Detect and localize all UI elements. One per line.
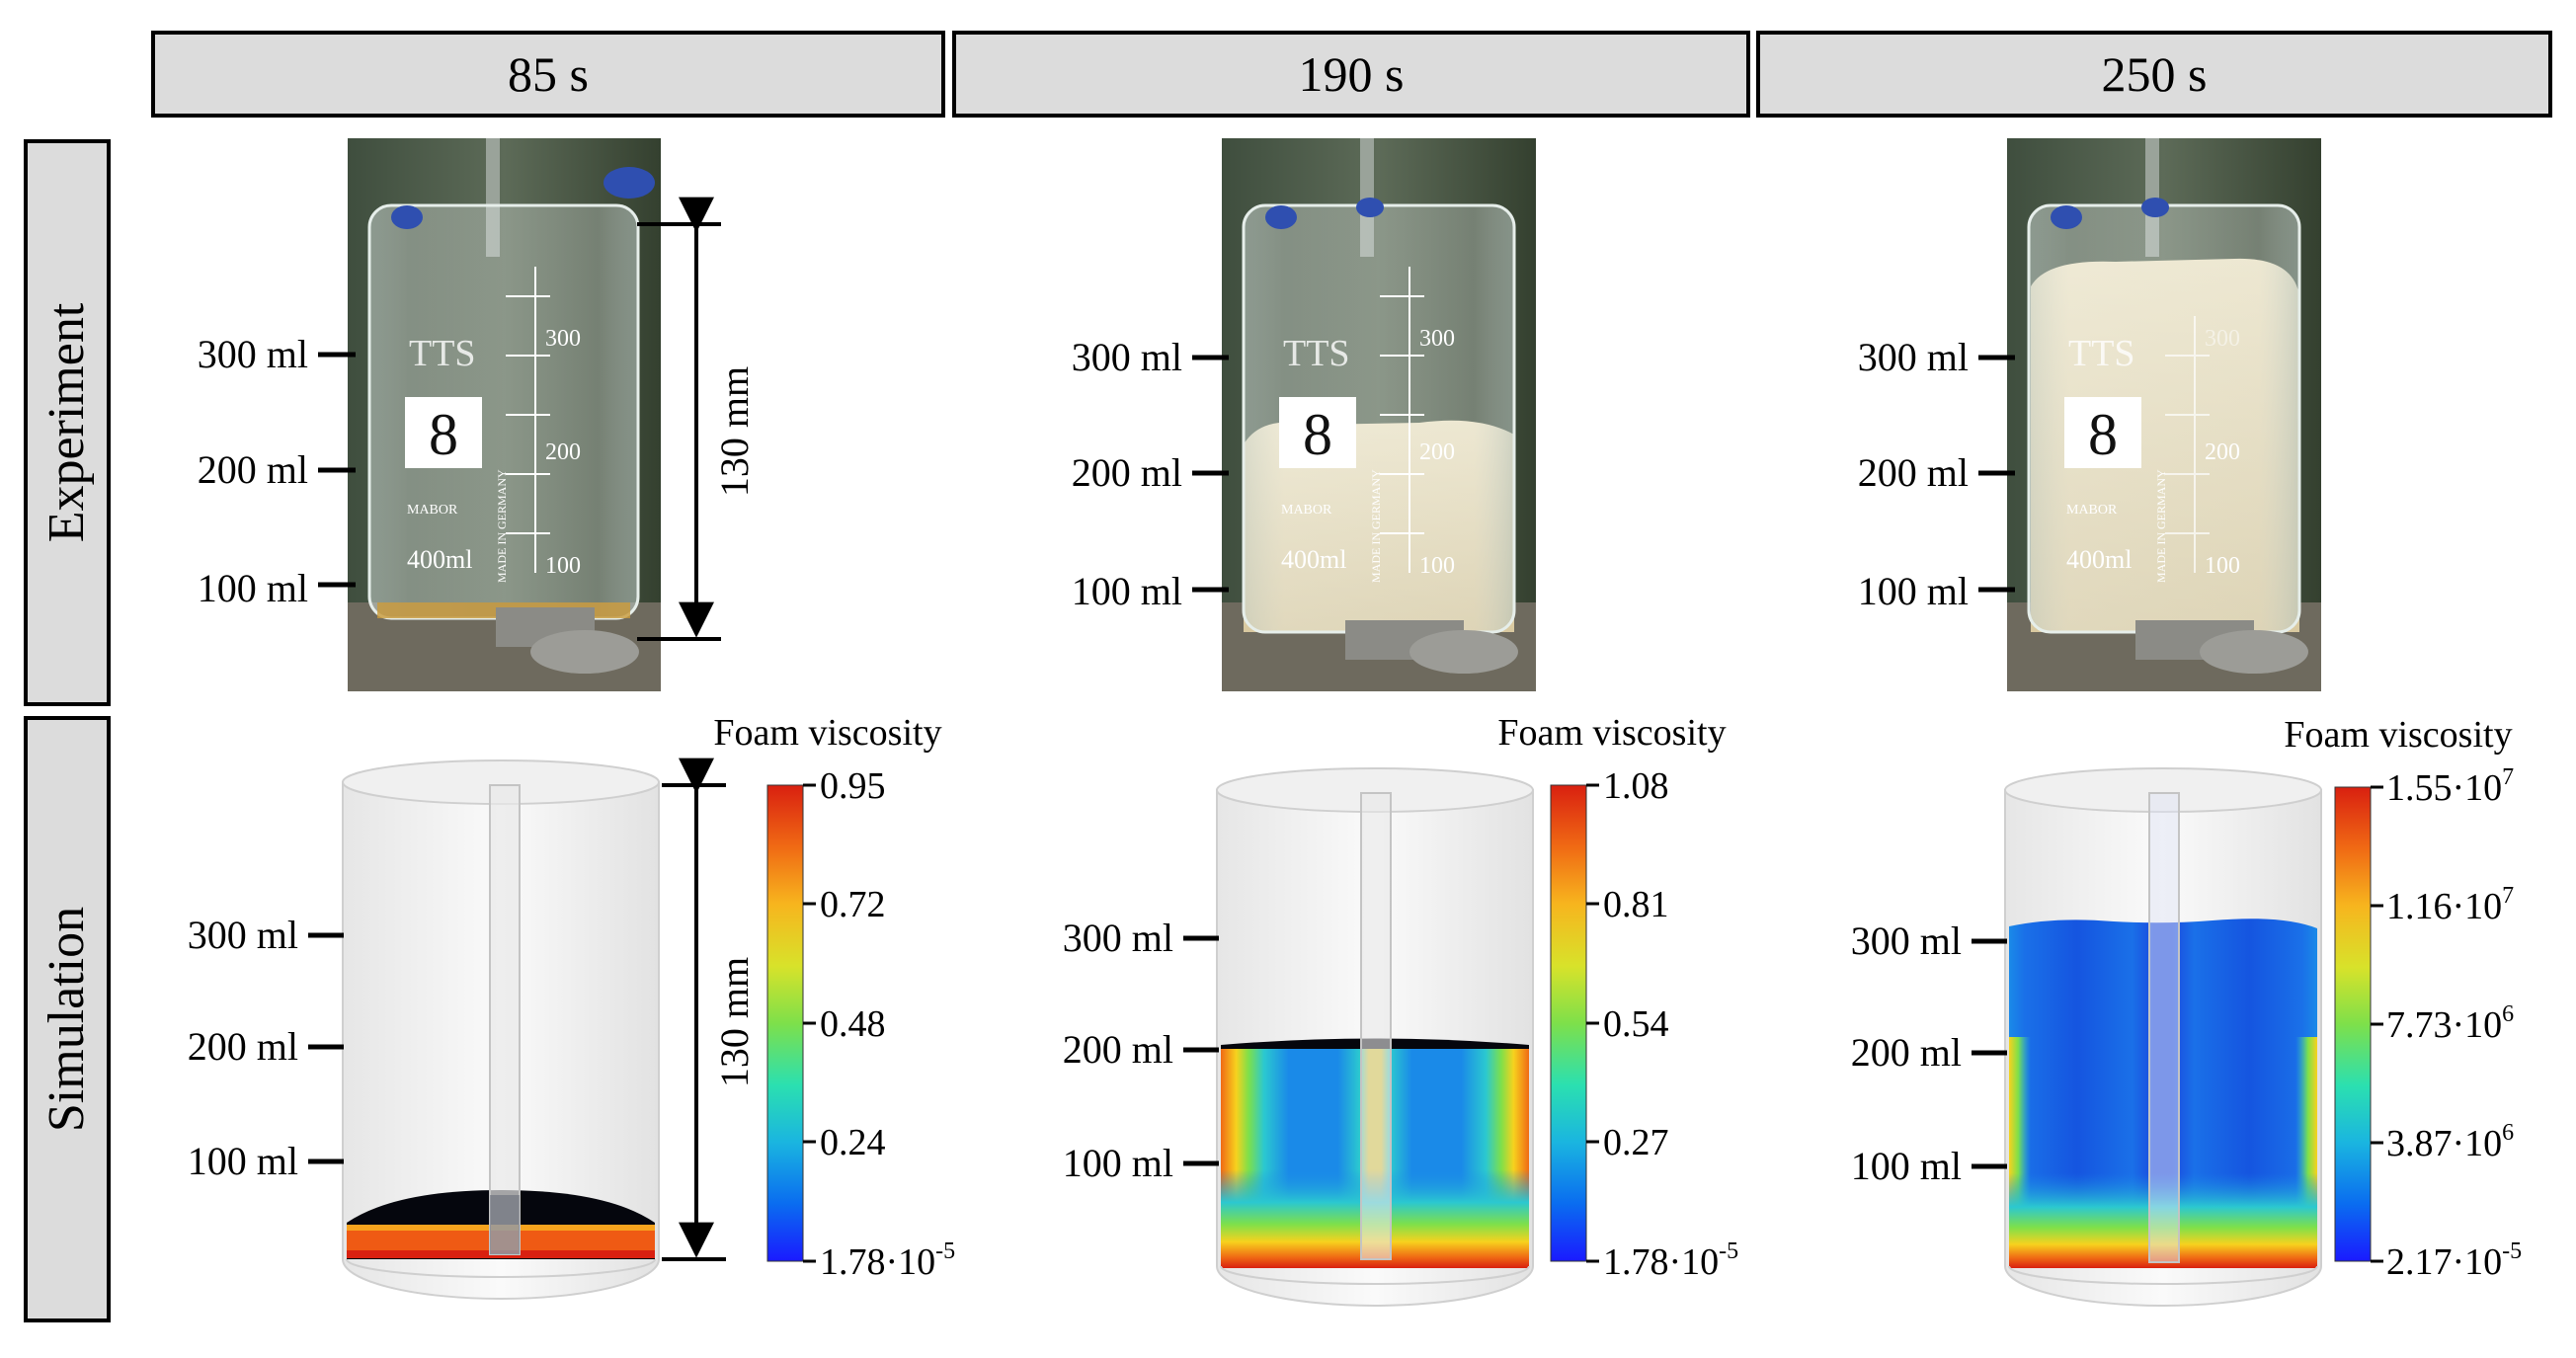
colorbar-tick-0-250s: 1.55·107: [2386, 764, 2514, 809]
level-label-100-exp-85s: 100 ml: [198, 566, 308, 610]
beaker-graduation-190s: [1380, 267, 1424, 573]
stirrer-shaft-250s: [2148, 792, 2180, 1263]
colorbar-tick-2-85s: 0.48: [820, 1003, 886, 1045]
level-label-300-exp-85s: 300 ml: [198, 332, 308, 376]
beaker-fine-print-85s: MADE IN GERMANY: [495, 469, 509, 583]
colorbar-250s: Foam viscosity 1.55·107 1.16·107 7.73·10…: [2284, 714, 2522, 1283]
level-label-300-sim-85s: 300 ml: [188, 913, 298, 957]
level-label-100-sim-250s: 100 ml: [1851, 1144, 1962, 1188]
level-label-200-sim-190s: 200 ml: [1063, 1027, 1173, 1072]
colorbar-190s: Foam viscosity 1.08 0.81 0.54 0.27 1.78·…: [1497, 712, 1738, 1283]
beaker-mark-100-85s: 100: [545, 553, 581, 579]
stirrer-shaft-85s: [489, 784, 521, 1255]
colorbar-tick-3-85s: 0.24: [820, 1122, 886, 1163]
beaker-logo-85s: TTS: [409, 333, 476, 374]
level-label-200-sim-85s: 200 ml: [188, 1024, 298, 1069]
beaker-mark-100-190s: 100: [1419, 553, 1455, 579]
header-label-190s: 190 s: [1299, 46, 1405, 102]
experiment-photo-85s: 300 200 100 TTS 8 MABOR 400ml MADE IN GE…: [348, 138, 661, 691]
beaker-brand-190s: MABOR: [1281, 503, 1332, 518]
colorbar-tick-2-250s: 7.73·106: [2386, 1001, 2514, 1046]
simulation-cylinder-190s: [1216, 767, 1534, 1307]
level-label-100-sim-85s: 100 ml: [188, 1139, 298, 1183]
column-headers: 85 s 190 s 250 s: [151, 31, 2552, 118]
beaker-label-250s: 8: [2088, 402, 2118, 467]
row-label-simulation: Simulation: [39, 907, 95, 1132]
beaker-mark-300-85s: 300: [545, 326, 581, 352]
beaker-fine-print-250s: MADE IN GERMANY: [2154, 469, 2168, 583]
simulation-dimension-85s: 130 mm: [662, 758, 757, 1261]
beaker-mark-100-250s: 100: [2205, 553, 2240, 579]
simulation-levels-190s: 300 ml 200 ml 100 ml: [1063, 916, 1219, 1185]
beaker-capacity-250s: 400ml: [2066, 545, 2132, 574]
level-label-100-exp-190s: 100 ml: [1072, 569, 1182, 613]
level-label-200-exp-250s: 200 ml: [1858, 450, 1969, 495]
header-box-250s: [1756, 31, 2552, 118]
beaker-mark-200-190s: 200: [1419, 439, 1455, 465]
header-box-85s: [151, 31, 945, 118]
colorbar-title-85s: Foam viscosity: [713, 712, 941, 754]
colorbar-tick-0-190s: 1.08: [1603, 765, 1669, 807]
header-label-250s: 250 s: [2102, 46, 2208, 102]
level-label-200-sim-250s: 200 ml: [1851, 1030, 1962, 1075]
beaker-graduation-85s: [506, 267, 550, 573]
beaker-graduation-250s: [2165, 316, 2210, 573]
colorbar-tick-1-190s: 0.81: [1603, 884, 1669, 925]
colorbar-title-250s: Foam viscosity: [2284, 714, 2512, 756]
colorbar-85s: Foam viscosity 0.95 0.72 0.48 0.24 1.78·…: [713, 712, 955, 1283]
dimension-label-exp: 130 mm: [712, 366, 757, 497]
beaker-logo-190s: TTS: [1283, 333, 1350, 374]
colorbar-tick-min-190s: 1.78·10-5: [1603, 1238, 1738, 1283]
colorbar-title-190s: Foam viscosity: [1497, 712, 1726, 754]
level-label-300-sim-250s: 300 ml: [1851, 919, 1962, 963]
dimension-label-sim: 130 mm: [712, 957, 757, 1087]
beaker-capacity-190s: 400ml: [1281, 545, 1346, 574]
level-label-300-exp-250s: 300 ml: [1858, 335, 1969, 379]
level-label-200-exp-190s: 200 ml: [1072, 450, 1182, 495]
simulation-cylinder-250s: [2004, 767, 2322, 1307]
beaker-mark-200-250s: 200: [2205, 439, 2240, 465]
level-label-100-exp-250s: 100 ml: [1858, 569, 1969, 613]
beaker-label-190s: 8: [1303, 402, 1332, 467]
beaker-label-85s: 8: [429, 402, 458, 467]
colorbar-tick-1-250s: 1.16·107: [2386, 883, 2514, 927]
simulation-levels-85s: 300 ml 200 ml 100 ml: [188, 913, 344, 1183]
simulation-levels-250s: 300 ml 200 ml 100 ml: [1851, 919, 2007, 1188]
colorbar-tick-3-190s: 0.27: [1603, 1122, 1669, 1163]
row-box-simulation: [24, 716, 111, 1322]
header-box-190s: [952, 31, 1750, 118]
experiment-levels-250s: 300 ml 200 ml 100 ml: [1858, 335, 2015, 613]
level-label-200-exp-85s: 200 ml: [198, 447, 308, 492]
level-label-300-sim-190s: 300 ml: [1063, 916, 1173, 960]
level-label-100-sim-190s: 100 ml: [1063, 1141, 1173, 1185]
row-label-experiment: Experiment: [39, 302, 95, 542]
beaker-brand-250s: MABOR: [2066, 503, 2118, 518]
simulation-cylinder-85s: [342, 759, 660, 1300]
beaker-brand-85s: MABOR: [407, 503, 458, 518]
level-label-300-exp-190s: 300 ml: [1072, 335, 1182, 379]
colorbar-tick-1-85s: 0.72: [820, 884, 886, 925]
experiment-dimension-85s: 130 mm: [637, 197, 757, 641]
beaker-fine-print-190s: MADE IN GERMANY: [1369, 469, 1383, 583]
beaker-capacity-85s: 400ml: [407, 545, 472, 574]
colorbar-tick-min-85s: 1.78·10-5: [820, 1238, 955, 1283]
experiment-levels-85s: 300 ml 200 ml 100 ml: [198, 332, 356, 610]
row-box-experiment: [24, 139, 111, 706]
experiment-levels-190s: 300 ml 200 ml 100 ml: [1072, 335, 1229, 613]
colorbar-tick-2-190s: 0.54: [1603, 1003, 1669, 1045]
colorbar-tick-3-250s: 3.87·106: [2386, 1120, 2514, 1164]
header-label-85s: 85 s: [508, 46, 589, 102]
beaker-logo-250s: TTS: [2068, 333, 2135, 374]
colorbar-tick-min-250s: 2.17·10-5: [2386, 1238, 2522, 1283]
row-headers: Experiment Simulation: [24, 139, 111, 1322]
stirrer-shaft-190s: [1360, 792, 1392, 1260]
colorbar-tick-0-85s: 0.95: [820, 765, 886, 807]
beaker-mark-200-85s: 200: [545, 439, 581, 465]
experiment-photo-190s: 300 200 100 TTS 8 MABOR 400ml MADE IN GE…: [1222, 138, 1536, 691]
experiment-photo-250s: 300 200 100 TTS 8 MABOR 400ml MADE IN GE…: [2007, 138, 2321, 691]
beaker-mark-300-190s: 300: [1419, 326, 1455, 352]
beaker-mark-300-250s: 300: [2205, 326, 2240, 352]
